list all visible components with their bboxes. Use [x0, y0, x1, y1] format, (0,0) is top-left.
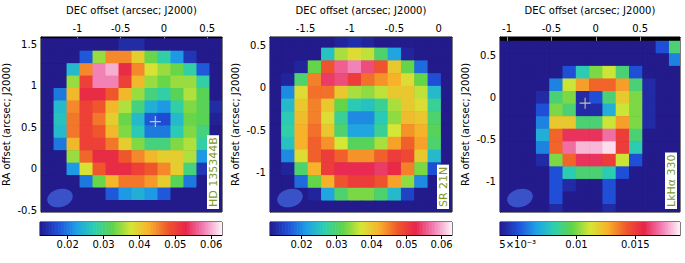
svg-text:1.5: 1.5: [21, 39, 37, 50]
svg-text:0.5: 0.5: [199, 23, 215, 34]
svg-text:0.06: 0.06: [430, 239, 452, 250]
svg-text:SR 21N: SR 21N: [437, 167, 450, 207]
svg-text:HD 135344B: HD 135344B: [207, 137, 220, 207]
svg-text:0: 0: [260, 82, 266, 93]
svg-text:-0.5: -0.5: [385, 23, 405, 34]
svg-text:-0.5: -0.5: [542, 23, 562, 34]
svg-text:0.03: 0.03: [325, 239, 347, 250]
svg-text:0: 0: [435, 23, 441, 34]
svg-text:-1: -1: [72, 23, 82, 34]
svg-text:-0.5: -0.5: [17, 205, 37, 216]
svg-text:0: 0: [31, 163, 37, 174]
svg-text:5×10⁻³: 5×10⁻³: [499, 239, 536, 250]
svg-text:0.02: 0.02: [57, 239, 79, 250]
svg-text:DEC offset (arcsec; J2000): DEC offset (arcsec; J2000): [66, 5, 197, 16]
svg-text:-1: -1: [502, 23, 512, 34]
svg-text:0.5: 0.5: [21, 122, 37, 133]
svg-text:0.04: 0.04: [128, 239, 150, 250]
svg-text:1: 1: [31, 80, 37, 91]
svg-text:0.03: 0.03: [92, 239, 114, 250]
svg-text:-0.5: -0.5: [111, 23, 131, 34]
svg-text:0.04: 0.04: [360, 239, 382, 250]
svg-text:RA offset (arcsec; J2000): RA offset (arcsec; J2000): [230, 63, 241, 186]
svg-text:-1: -1: [486, 176, 496, 187]
svg-text:-1: -1: [345, 23, 355, 34]
svg-text:0.015: 0.015: [621, 239, 650, 250]
svg-text:0: 0: [490, 92, 496, 103]
svg-text:0.06: 0.06: [200, 239, 222, 250]
svg-text:-1.5: -1.5: [296, 23, 316, 34]
svg-text:0.05: 0.05: [395, 239, 417, 250]
svg-text:0.01: 0.01: [565, 239, 587, 250]
svg-text:DEC offset (arcsec; J2000): DEC offset (arcsec; J2000): [525, 5, 656, 16]
svg-text:-0.5: -0.5: [246, 125, 266, 136]
svg-text:0.5: 0.5: [480, 50, 496, 61]
svg-text:0.5: 0.5: [250, 40, 266, 51]
svg-text:0.05: 0.05: [164, 239, 186, 250]
svg-text:LkHα 330: LkHα 330: [665, 154, 678, 207]
svg-text:DEC offset (arcsec; J2000): DEC offset (arcsec; J2000): [296, 5, 427, 16]
svg-text:0: 0: [161, 23, 167, 34]
svg-text:RA offset (arcsec; J2000): RA offset (arcsec; J2000): [460, 63, 471, 186]
svg-text:0.5: 0.5: [632, 23, 648, 34]
svg-text:0.02: 0.02: [290, 239, 312, 250]
svg-text:-0.5: -0.5: [476, 134, 496, 145]
svg-text:-1: -1: [256, 167, 266, 178]
svg-text:0: 0: [593, 23, 599, 34]
svg-text:RA offset (arcsec; J2000): RA offset (arcsec; J2000): [1, 63, 12, 186]
